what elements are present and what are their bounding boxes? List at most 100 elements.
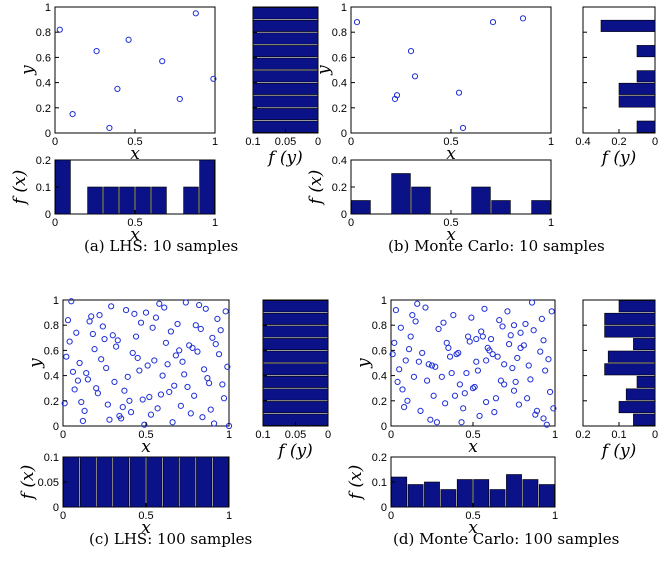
scatter-point xyxy=(207,406,214,413)
scatter-point xyxy=(125,36,132,43)
x-tick-label: 1 xyxy=(552,510,558,522)
scatter-point xyxy=(176,95,183,103)
y-axis-label: f (x) xyxy=(346,465,366,502)
scatter-point xyxy=(512,378,519,385)
y-tick-label: 0.05 xyxy=(38,477,59,489)
hist-y-bar xyxy=(604,325,656,338)
scatter-point xyxy=(432,363,439,370)
hist-x-bar xyxy=(196,456,213,508)
scatter-point xyxy=(540,337,547,344)
hist-x-bar xyxy=(456,479,473,508)
hist-x-c: 0 0.5 1 0 0.05 0.1 x f (x) xyxy=(18,452,232,538)
y-tick-label: 1 xyxy=(341,2,347,14)
scatter-point xyxy=(113,343,120,350)
scatter-point xyxy=(443,339,450,346)
scatter-point xyxy=(422,304,429,311)
hist-x-bar xyxy=(199,159,215,215)
x-tick-label: 0 xyxy=(388,429,394,441)
scatter-point xyxy=(458,419,465,426)
hist-x-bar xyxy=(391,173,411,215)
y-axis-label: f (x) xyxy=(306,170,326,207)
hist-x-bar xyxy=(103,186,119,215)
scatter-point xyxy=(543,421,550,428)
x-tick-label: 0.1 xyxy=(255,429,270,441)
scatter-point xyxy=(191,392,198,399)
hist-x-bar xyxy=(407,484,424,508)
scatter-point xyxy=(124,373,131,380)
scatter-point xyxy=(56,26,63,33)
hist-y-bar xyxy=(633,413,656,426)
scatter-point xyxy=(93,385,100,392)
scatter-point xyxy=(147,411,155,418)
hist-x-bar xyxy=(351,200,371,215)
y-tick-label: 0 xyxy=(45,128,51,140)
scatter-point xyxy=(187,410,194,417)
x-tick-label: 0 xyxy=(348,217,354,229)
hist-y-d: 0.2 0.1 0 f (y) xyxy=(575,299,658,461)
scatter-point xyxy=(404,397,411,404)
hist-x-bar xyxy=(411,186,431,215)
scatter-point xyxy=(93,48,100,55)
scatter-point xyxy=(411,73,419,80)
x-tick-label: 0.2 xyxy=(611,136,626,148)
x-tick-label: 0.5 xyxy=(138,510,153,522)
scatter-point xyxy=(460,405,467,412)
scatter-point xyxy=(499,323,506,330)
scatter-point xyxy=(476,412,483,420)
hist-y-bar xyxy=(618,300,656,313)
scatter-point xyxy=(489,19,497,26)
scatter-point xyxy=(127,409,135,416)
scatter-point xyxy=(510,387,518,394)
scatter-frame xyxy=(54,6,216,134)
y-tick-label: 0.8 xyxy=(36,27,51,39)
hist-x-a: 0 0.5 1 0 0.1 0.2 x f (x) xyxy=(10,155,218,245)
hist-x-bar xyxy=(119,186,135,215)
x-tick-label: 0 xyxy=(652,429,658,441)
scatter-point xyxy=(83,369,90,377)
scatter-point xyxy=(224,363,231,370)
x-tick-label: 0.5 xyxy=(443,217,458,229)
scatter-point xyxy=(396,366,403,373)
scatter-point xyxy=(519,15,527,22)
scatter-point xyxy=(192,10,199,17)
x-tick-label: 0.2 xyxy=(575,429,590,441)
x-axis-label: f (y) xyxy=(600,441,637,461)
scatter-point xyxy=(463,369,470,377)
scatter-point xyxy=(146,393,153,401)
scatter-plot-d: 0 0.5 1 0 0.2 0.4 0.6 0.8 1 x y xyxy=(354,295,558,457)
scatter-point xyxy=(481,305,488,312)
x-axis-label: x xyxy=(468,437,478,457)
y-axis-label: y xyxy=(18,65,38,76)
scatter-point xyxy=(446,353,454,360)
scatter-point xyxy=(118,415,125,422)
scatter-point xyxy=(496,317,503,324)
y-tick-label: 0 xyxy=(53,502,59,514)
x-tick-label: 0.5 xyxy=(443,136,458,148)
scatter-point xyxy=(106,124,113,132)
hist-y-bar xyxy=(604,363,656,376)
scatter-point xyxy=(450,312,457,319)
y-axis-label: y xyxy=(354,358,374,369)
hist-x-bar xyxy=(212,456,229,508)
scatter-point xyxy=(201,366,208,373)
y-tick-label: 0.6 xyxy=(332,52,347,64)
scatter-point xyxy=(466,338,473,345)
x-tick-label: 0 xyxy=(60,510,66,522)
subfigure-caption: (b) Monte Carlo: 10 samples xyxy=(388,237,605,255)
hist-y-bar xyxy=(262,312,329,325)
y-tick-label: 0.1 xyxy=(372,477,387,489)
x-tick-label: 0.5 xyxy=(127,136,142,148)
x-tick-label: 0 xyxy=(60,429,66,441)
y-tick-label: 0.2 xyxy=(36,103,51,115)
scatter-point xyxy=(353,19,361,26)
scatter-point xyxy=(106,416,113,423)
hist-x-bar xyxy=(179,456,196,508)
scatter-point xyxy=(84,376,92,383)
scatter-point xyxy=(425,361,432,368)
x-tick-label: 0.1 xyxy=(611,429,626,441)
x-tick-label: 1 xyxy=(226,510,232,522)
